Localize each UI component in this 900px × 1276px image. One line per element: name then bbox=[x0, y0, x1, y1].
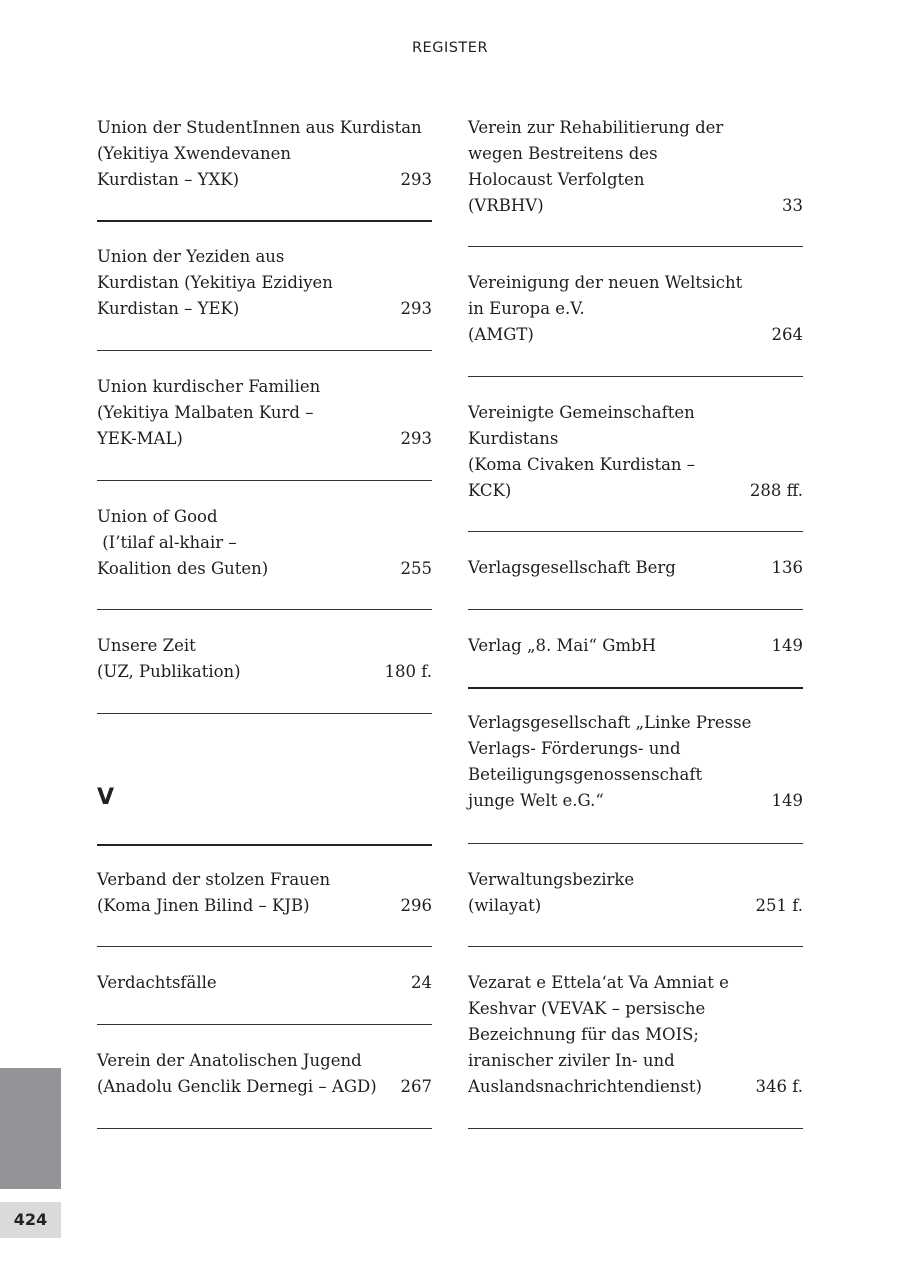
entry-divider bbox=[468, 687, 803, 689]
entry-term-line: Bezeichnung für das MOIS; bbox=[468, 1025, 699, 1044]
entry-term-line: Union der StudentInnen aus Kurdistan bbox=[97, 118, 422, 137]
entry-divider bbox=[97, 480, 432, 481]
entry-page-ref: 149 bbox=[771, 636, 804, 655]
entry-page-ref: 255 bbox=[400, 559, 433, 578]
index-entry: Verlagsgesellschaft Berg 136 bbox=[468, 555, 803, 581]
entry-page-ref: 136 bbox=[771, 558, 804, 577]
entry-page-ref: 264 bbox=[771, 325, 804, 344]
entry-page-ref: 24 bbox=[411, 973, 432, 992]
thumb-index-tab bbox=[0, 1068, 61, 1189]
section-letter: V bbox=[97, 785, 115, 810]
entry-term-line: Koalition des Guten) bbox=[97, 559, 269, 578]
entry-term-line: Kurdistan – YXK) bbox=[97, 170, 240, 189]
entry-term-line: Auslandsnachrichtendienst) bbox=[468, 1077, 702, 1096]
entry-divider bbox=[97, 1128, 432, 1129]
running-header: REGISTER bbox=[411, 40, 489, 56]
entry-term-line: in Europa e.V. bbox=[468, 299, 585, 318]
entry-divider bbox=[97, 220, 432, 222]
entry-page-ref: 267 bbox=[400, 1077, 433, 1096]
entry-term-line: Vezarat e Ettela‘at Va Amniat e bbox=[468, 973, 729, 992]
index-entry: Verlag „8. Mai“ GmbH 149 bbox=[468, 633, 803, 659]
entry-term-line: Kurdistan (Yekitiya Ezidiyen bbox=[97, 273, 333, 292]
entry-term-line: iranischer ziviler In- und bbox=[468, 1051, 675, 1070]
entry-divider bbox=[97, 713, 432, 714]
entry-page-ref: 293 bbox=[400, 170, 433, 189]
entry-term-line: Verein zur Rehabilitierung der bbox=[468, 118, 724, 137]
entry-page-ref: 33 bbox=[782, 196, 803, 215]
index-entry: Vezarat e Ettela‘at Va Amniat e Keshvar (… bbox=[468, 970, 803, 1100]
entry-page-ref: 149 bbox=[771, 791, 804, 810]
index-entry: Vereinigung der neuen Weltsicht in Europa… bbox=[468, 270, 803, 348]
entry-term-line: (Anadolu Genclik Dernegi – AGD) bbox=[97, 1077, 377, 1096]
entry-term-line: YEK-MAL) bbox=[97, 429, 183, 448]
entry-term-line: (VRBHV) bbox=[468, 196, 544, 215]
entry-term-line: junge Welt e.G.“ bbox=[468, 791, 604, 810]
entry-term-line: Kurdistans bbox=[468, 429, 559, 448]
index-entry: Verlagsgesellschaft „Linke Presse Verlags… bbox=[468, 710, 803, 814]
entry-term-line: Verdachtsfälle bbox=[97, 973, 217, 992]
index-entry: Union kurdischer Familien (Yekitiya Malba… bbox=[97, 374, 432, 452]
entry-term-line: Verein der Anatolischen Jugend bbox=[97, 1051, 362, 1070]
entry-page-ref: 251 f. bbox=[755, 896, 803, 915]
entry-term-line: Holocaust Verfolgten bbox=[468, 170, 645, 189]
index-entry: Unsere Zeit (UZ, Publikation) 180 f. bbox=[97, 633, 432, 685]
entry-page-ref: 288 ff. bbox=[749, 481, 803, 500]
entry-term-line: Verlagsgesellschaft Berg bbox=[468, 558, 676, 577]
entry-term-line: (I’tilaf al-khair – bbox=[97, 533, 237, 552]
entry-page-ref: 293 bbox=[400, 299, 433, 318]
entry-term-line: (wilayat) bbox=[468, 896, 542, 915]
entry-term-line: (Yekitiya Malbaten Kurd – bbox=[97, 403, 314, 422]
entry-page-ref: 346 f. bbox=[755, 1077, 803, 1096]
entry-term-line: Union kurdischer Familien bbox=[97, 377, 321, 396]
entry-page-ref: 293 bbox=[400, 429, 433, 448]
entry-term-line: Union of Good bbox=[97, 507, 218, 526]
entry-term-line: (UZ, Publikation) bbox=[97, 662, 241, 681]
entry-term-line: Unsere Zeit bbox=[97, 636, 196, 655]
entry-divider bbox=[97, 350, 432, 351]
entry-term-line: Vereinigte Gemeinschaften bbox=[468, 403, 695, 422]
entry-term-line: Union der Yeziden aus bbox=[97, 247, 285, 266]
entry-term-line: wegen Bestreitens des bbox=[468, 144, 658, 163]
entry-divider bbox=[468, 843, 803, 844]
entry-term-line: Beteiligungsgenossenschaft bbox=[468, 765, 703, 784]
index-entry: Union of Good (I’tilaf al-khair – Koaliti… bbox=[97, 504, 432, 582]
entry-divider bbox=[468, 376, 803, 377]
entry-term-line: Keshvar (VEVAK – persische bbox=[468, 999, 706, 1018]
entry-divider bbox=[468, 946, 803, 947]
entry-term-line: (Koma Civaken Kurdistan – bbox=[468, 455, 696, 474]
entry-term-line: Vereinigung der neuen Weltsicht bbox=[468, 273, 743, 292]
entry-page-ref: 296 bbox=[400, 896, 433, 915]
entry-term-line: (Yekitiya Xwendevanen bbox=[97, 144, 292, 163]
index-entry: Vereinigte Gemeinschaften Kurdistans (Koma… bbox=[468, 400, 803, 504]
index-entry: Union der StudentInnen aus Kurdistan (Yek… bbox=[97, 115, 432, 193]
entry-term-line: Verband der stolzen Frauen bbox=[97, 870, 331, 889]
index-entry: Verwaltungsbezirke (wilayat) 251 f. bbox=[468, 867, 803, 919]
entry-term-line: Verlag „8. Mai“ GmbH bbox=[468, 636, 656, 655]
index-entry: Verein der Anatolischen Jugend (Anadolu G… bbox=[97, 1048, 432, 1100]
index-entry: Verein zur Rehabilitierung der wegen Best… bbox=[468, 115, 803, 219]
entry-term-line: Kurdistan – YEK) bbox=[97, 299, 240, 318]
entry-term-line: Verlagsgesellschaft „Linke Presse bbox=[468, 713, 752, 732]
entry-divider bbox=[468, 531, 803, 532]
index-entry: Union der Yeziden aus Kurdistan (Yekitiya… bbox=[97, 244, 432, 322]
entry-term-line: Verwaltungsbezirke bbox=[468, 870, 635, 889]
entry-term-line: (AMGT) bbox=[468, 325, 534, 344]
entry-divider bbox=[468, 1128, 803, 1129]
entry-term-line: KCK) bbox=[468, 481, 512, 500]
entry-divider bbox=[468, 246, 803, 247]
entry-term-line: Verlags- Förderungs- und bbox=[468, 739, 681, 758]
entry-divider bbox=[468, 609, 803, 610]
page-number: 424 bbox=[0, 1202, 61, 1238]
index-entry: Verband der stolzen Frauen (Koma Jinen Bi… bbox=[97, 867, 432, 919]
entry-divider bbox=[97, 946, 432, 947]
index-entry: Verdachtsfälle 24 bbox=[97, 970, 432, 996]
entry-divider bbox=[97, 1024, 432, 1025]
section-divider bbox=[97, 844, 432, 846]
entry-term-line: (Koma Jinen Bilind – KJB) bbox=[97, 896, 310, 915]
entry-divider bbox=[97, 609, 432, 610]
entry-page-ref: 180 f. bbox=[384, 662, 432, 681]
